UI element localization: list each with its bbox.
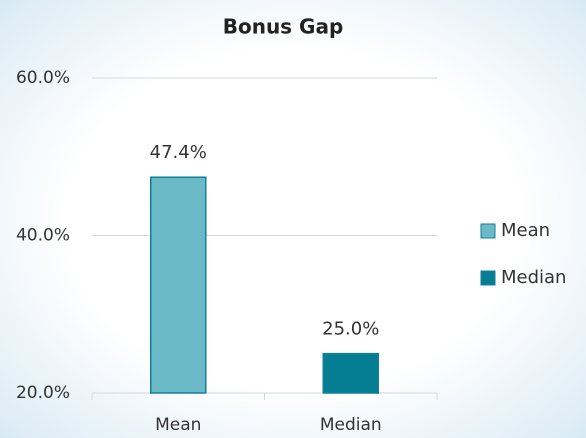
legend-swatch: [480, 223, 496, 239]
legend-label: Median: [501, 267, 566, 288]
legend-swatch: [480, 270, 496, 286]
x-tick-label: Mean: [155, 415, 201, 435]
bar: [150, 176, 207, 394]
y-tick-label: 20.0%: [16, 383, 70, 403]
legend-label: Mean: [501, 220, 550, 241]
y-tick-label: 60.0%: [16, 68, 70, 88]
y-tick-label: 40.0%: [16, 226, 70, 246]
x-tick-label: Median: [320, 415, 382, 435]
bar: [322, 352, 379, 394]
data-label: 47.4%: [150, 142, 207, 163]
data-label: 25.0%: [322, 319, 379, 340]
chart-title: Bonus Gap: [223, 15, 344, 39]
